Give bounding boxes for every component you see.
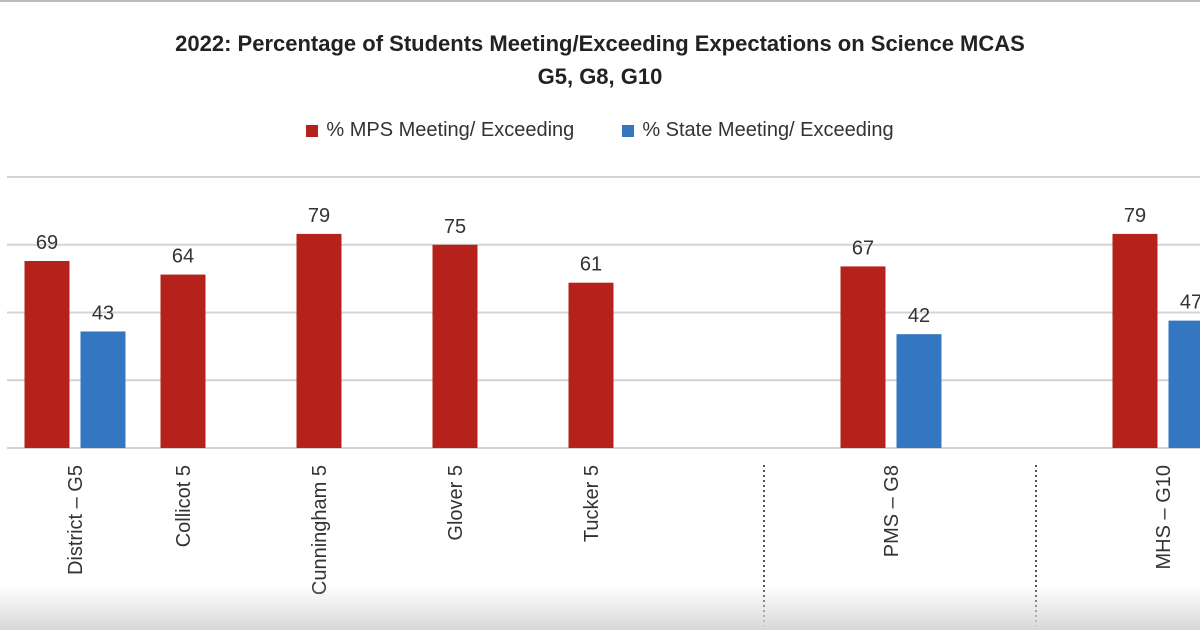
bar-mps [432,244,478,448]
category-label: Cunningham 5 [309,465,331,595]
data-label: 64 [172,246,194,268]
bar-mps [24,261,70,448]
data-label: 47 [1180,292,1200,314]
chart-subtitle: G5, G8, G10 [537,64,663,89]
data-label: 69 [36,232,58,254]
data-label: 79 [1124,205,1146,227]
bar-mps [160,274,206,448]
bar-state [896,334,942,448]
category-label: PMS – G8 [881,465,903,557]
data-label: 43 [92,302,114,324]
bar-mps [1112,233,1158,448]
category-label: Glover 5 [445,465,467,541]
data-label: 61 [580,254,602,276]
legend: % MPS Meeting/ Exceeding % State Meeting… [0,119,1200,142]
legend-item-mps: % MPS Meeting/ Exceeding [306,119,574,142]
legend-swatch-state [622,124,635,137]
category-label: Collicot 5 [173,465,195,547]
category-label: MHS – G10 [1153,465,1175,569]
bar-state [1168,320,1200,448]
bar-mps [296,233,342,448]
top-border [0,0,1200,2]
data-label: 75 [444,216,466,238]
bottom-fade [0,585,1200,630]
bar-mps [568,282,614,448]
legend-label-mps: % MPS Meeting/ Exceeding [326,119,575,141]
legend-label-state: % State Meeting/ Exceeding [642,119,894,141]
data-label: 67 [852,237,874,259]
category-label: District – G5 [65,465,87,575]
legend-item-state: % State Meeting/ Exceeding [622,119,894,142]
bar-mps [840,266,886,448]
chart-title: 2022: Percentage of Students Meeting/Exc… [175,31,1025,56]
bar-state [80,331,126,448]
data-label: 42 [908,305,930,327]
category-label: Tucker 5 [581,465,603,542]
data-label: 79 [308,205,330,227]
legend-swatch-mps [306,124,319,137]
